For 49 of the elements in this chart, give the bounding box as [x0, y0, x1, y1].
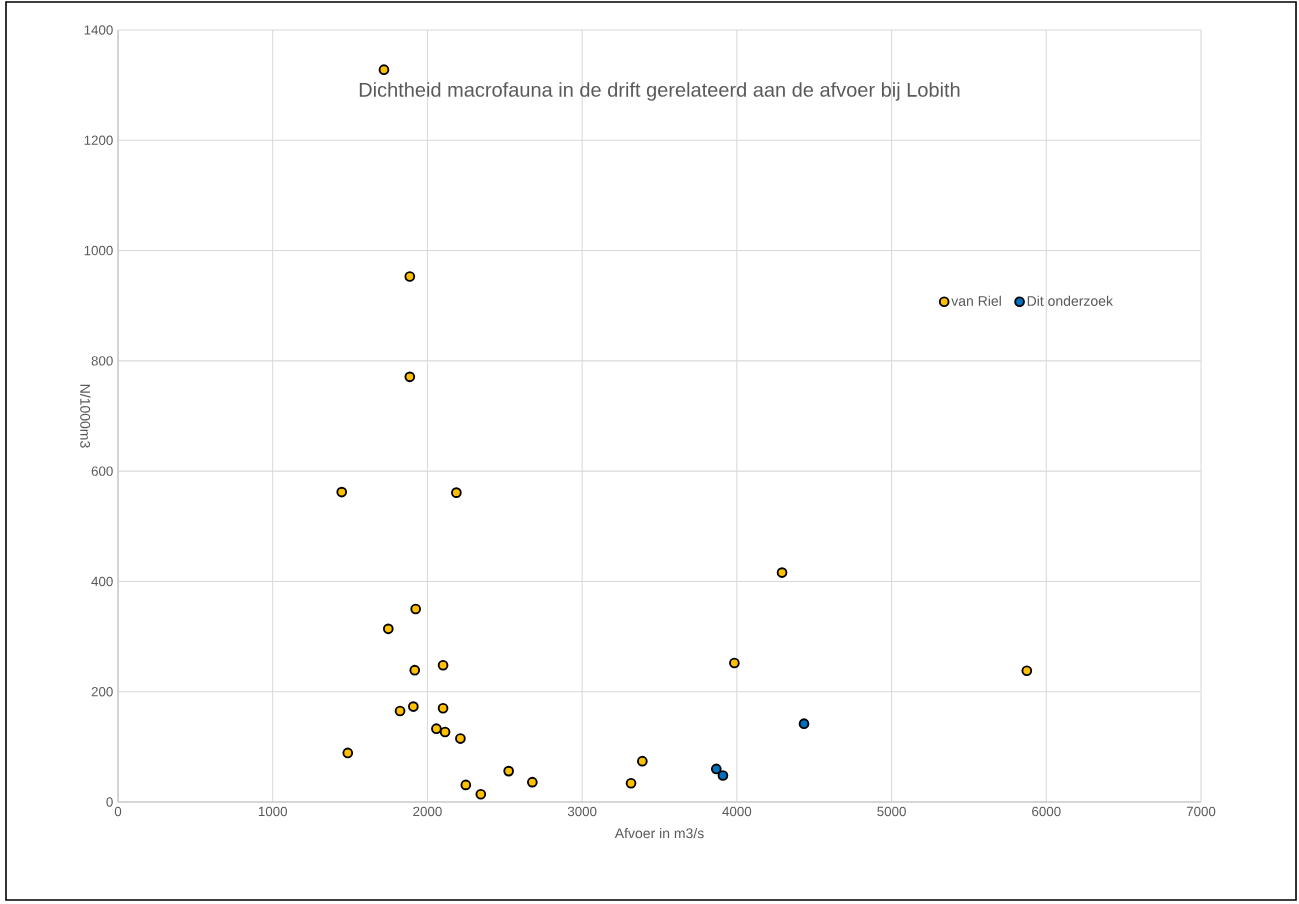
point	[378, 64, 390, 76]
point	[410, 603, 422, 615]
y-axis-title: N/1000m3	[80, 384, 91, 448]
x-tick-label: 7000	[1186, 806, 1216, 817]
point	[437, 702, 449, 714]
legend-label: Dit onderzoek	[1027, 295, 1113, 306]
point	[637, 755, 648, 767]
point	[776, 567, 788, 578]
point	[404, 271, 416, 282]
point	[342, 747, 354, 759]
x-tick-label: 0	[114, 806, 122, 817]
x-axis-title: Afvoer in m3/s	[614, 827, 704, 839]
point	[336, 486, 348, 498]
point	[475, 788, 487, 800]
point	[526, 776, 538, 788]
y-tick-label: 1200	[84, 135, 113, 145]
x-tick-label: 6000	[1032, 806, 1061, 817]
y-tick-label: 400	[91, 576, 113, 587]
point	[439, 726, 451, 738]
legend-label: van Riel	[951, 295, 1001, 306]
point	[408, 701, 419, 712]
x-tick-label: 4000	[722, 806, 752, 817]
x-tick-label: 2000	[413, 806, 442, 817]
point	[431, 723, 442, 734]
point	[455, 733, 466, 744]
point	[625, 777, 637, 789]
point	[382, 623, 394, 635]
x-tick-label: 3000	[567, 806, 597, 817]
point	[717, 770, 729, 781]
x-tick-label: 1000	[258, 806, 288, 817]
point	[409, 664, 421, 676]
point	[798, 718, 810, 730]
y-tick-label: 800	[91, 356, 113, 366]
point	[394, 705, 406, 717]
point	[1021, 665, 1033, 677]
y-tick-label: 1400	[84, 25, 113, 35]
point	[451, 487, 462, 498]
x-tick-label: 5000	[877, 806, 906, 817]
y-tick-label: 200	[91, 687, 113, 697]
point	[404, 371, 416, 383]
y-tick-label: 1000	[84, 245, 113, 256]
point	[460, 779, 472, 791]
y-tick-label: 0	[106, 797, 113, 807]
text: Dichtheid macrofauna in de drift gerelateerd aan de afvoer bij Lobith	[359, 82, 960, 101]
point	[437, 659, 449, 671]
point	[710, 763, 722, 775]
point	[729, 657, 740, 669]
y-tick-label: 600	[91, 466, 113, 476]
point	[503, 765, 514, 777]
